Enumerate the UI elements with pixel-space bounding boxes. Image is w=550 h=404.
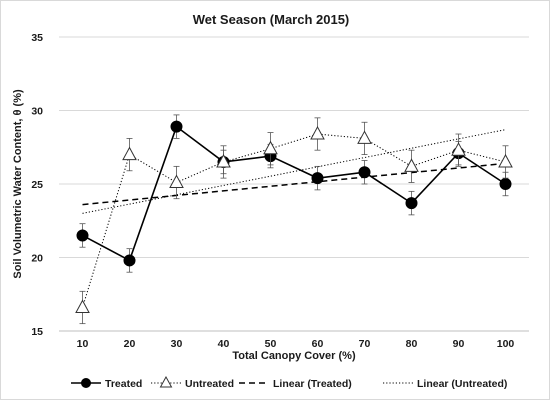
legend-item: Treated — [71, 378, 142, 390]
data-point-triangle — [75, 299, 90, 313]
series — [75, 114, 513, 325]
trendline — [82, 162, 506, 206]
y-tick-label: 25 — [31, 179, 43, 191]
legend-label: Untreated — [185, 378, 234, 390]
gridlines — [59, 36, 529, 258]
x-tick-label: 10 — [77, 338, 89, 350]
x-axis-label: Total Canopy Cover (%) — [232, 350, 356, 362]
data-point-circle — [311, 172, 324, 185]
data-point-triangle — [357, 130, 372, 144]
legend-item: Linear (Treated) — [239, 378, 352, 390]
y-tick-label: 15 — [31, 326, 43, 338]
x-tick-label: 30 — [171, 338, 183, 350]
trendlines — [82, 129, 506, 214]
legend-label: Treated — [105, 378, 142, 390]
data-point-circle — [76, 229, 89, 242]
x-tick-label: 60 — [312, 338, 324, 350]
series-line — [82, 125, 506, 262]
x-tick-label: 100 — [497, 338, 515, 350]
data-point-triangle — [498, 153, 513, 168]
data-point-triangle — [310, 125, 325, 140]
y-tick-label: 20 — [31, 253, 43, 265]
legend-marker-circle — [81, 378, 91, 388]
x-tick-label: 90 — [453, 338, 465, 350]
legend-marker-triangle — [159, 375, 173, 388]
y-tick-label: 35 — [31, 32, 43, 44]
x-tick-label: 70 — [359, 338, 371, 350]
series-treated — [76, 114, 512, 273]
chart-title: Wet Season (March 2015) — [193, 12, 350, 27]
legend-item: Untreated — [151, 375, 234, 390]
x-tick-label: 50 — [265, 338, 277, 350]
data-point-triangle — [169, 174, 184, 189]
y-axis-label: Soil Volumetric Water Content, θ (%) — [12, 89, 24, 279]
x-tick-labels: 10 20 30 40 50 60 70 80 90 100 — [77, 338, 515, 350]
legend-label: Linear (Treated) — [273, 378, 352, 390]
y-tick-labels: 15 20 25 30 35 — [31, 32, 43, 338]
trendline — [82, 129, 506, 214]
y-tick-label: 30 — [31, 106, 43, 118]
data-point-triangle — [122, 146, 137, 161]
data-point-circle — [499, 178, 512, 190]
data-point-triangle — [451, 142, 466, 156]
data-point-triangle — [216, 153, 231, 168]
data-point-circle — [358, 166, 371, 179]
x-tick-label: 40 — [218, 338, 230, 350]
data-point-triangle — [263, 140, 278, 155]
legend: Treated Untreated Linear (Treated) Linear (… — [71, 375, 507, 390]
legend-label: Linear (Untreated) — [417, 378, 507, 390]
data-point-circle — [170, 120, 183, 133]
series-line — [82, 133, 506, 308]
data-point-circle — [123, 254, 136, 267]
data-point-circle — [405, 197, 418, 210]
data-point-triangle — [404, 158, 419, 172]
legend-item: Linear (Untreated) — [383, 378, 507, 390]
x-tick-label: 20 — [124, 338, 136, 350]
series-untreated — [75, 117, 513, 325]
x-tick-label: 80 — [406, 338, 418, 350]
